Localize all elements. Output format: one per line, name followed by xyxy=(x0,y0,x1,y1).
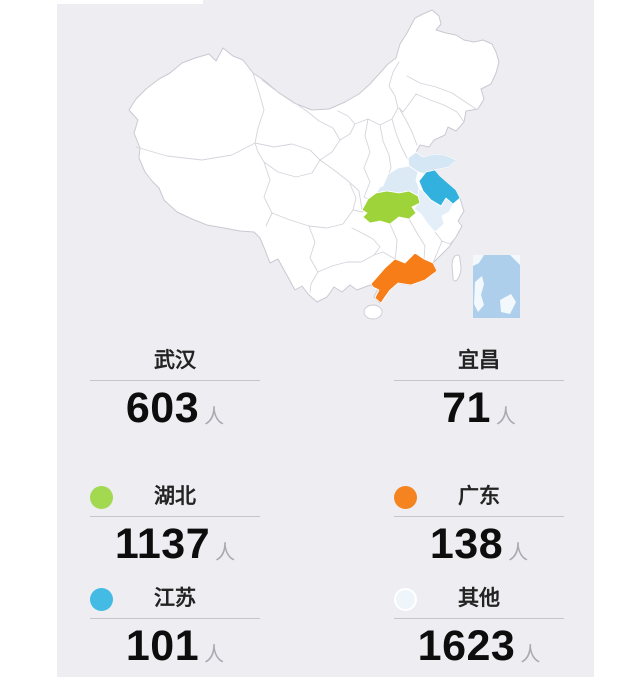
stat-label: 武汉 xyxy=(154,349,196,372)
stat-unit: 人 xyxy=(508,542,529,564)
stat-unit: 人 xyxy=(204,644,225,666)
stat-value-row: 101 人 xyxy=(90,625,260,668)
legend-dot-guangdong xyxy=(394,486,417,509)
stat-value-row: 1623 人 xyxy=(394,625,564,668)
island-taiwan xyxy=(451,254,462,282)
legend-dot-other xyxy=(394,588,417,611)
stat-card-guangdong: 广东 138 人 xyxy=(394,486,564,566)
stat-value: 603 xyxy=(125,384,200,432)
stat-label-row: 江苏 xyxy=(90,588,260,619)
stat-label: 广东 xyxy=(458,485,500,508)
stat-value-row: 603 人 xyxy=(90,387,260,430)
province-jiangsu xyxy=(418,169,461,207)
stat-unit: 人 xyxy=(204,406,225,428)
stat-card-jiangsu: 江苏 101 人 xyxy=(90,588,260,668)
stat-label-row: 广东 xyxy=(394,486,564,517)
stat-unit: 人 xyxy=(520,644,541,666)
stat-label: 湖北 xyxy=(154,485,196,508)
stat-value-row: 138 人 xyxy=(394,523,564,566)
legend-dot-hubei xyxy=(90,486,113,509)
stat-value: 1623 xyxy=(417,622,516,670)
stat-label: 其他 xyxy=(458,587,500,610)
china-outline xyxy=(128,9,500,304)
stat-label-row: 武汉 xyxy=(90,350,260,381)
top-edge-sliver xyxy=(57,0,203,4)
stat-card-hubei: 湖北 1137 人 xyxy=(90,486,260,566)
infographic-panel: 武汉 603 人 宜昌 71 人 湖北 1137 人 广东 138 人 xyxy=(57,0,594,677)
stat-value: 1137 xyxy=(114,520,211,568)
province-hubei xyxy=(361,190,421,225)
stat-value-row: 71 人 xyxy=(394,387,564,430)
south-china-sea-inset xyxy=(473,255,520,318)
stat-unit: 人 xyxy=(495,406,516,428)
island-hainan xyxy=(363,304,383,320)
stat-label-row: 宜昌 xyxy=(394,350,564,381)
province-guangdong xyxy=(370,252,438,304)
china-map xyxy=(128,9,520,320)
province-borders xyxy=(135,61,477,293)
stat-card-yichang: 宜昌 71 人 xyxy=(394,350,564,430)
stat-card-wuhan: 武汉 603 人 xyxy=(90,350,260,430)
stat-value: 101 xyxy=(125,622,200,670)
stat-value: 71 xyxy=(442,384,491,432)
stat-unit: 人 xyxy=(215,542,236,564)
stat-label-row: 湖北 xyxy=(90,486,260,517)
stat-value: 138 xyxy=(429,520,504,568)
province-shandong xyxy=(407,151,458,176)
stat-label: 江苏 xyxy=(154,587,196,610)
legend-dot-jiangsu xyxy=(90,588,113,611)
stat-value-row: 1137 人 xyxy=(90,523,260,566)
stat-label-row: 其他 xyxy=(394,588,564,619)
stat-label: 宜昌 xyxy=(458,349,500,372)
stat-card-other: 其他 1623 人 xyxy=(394,588,564,668)
